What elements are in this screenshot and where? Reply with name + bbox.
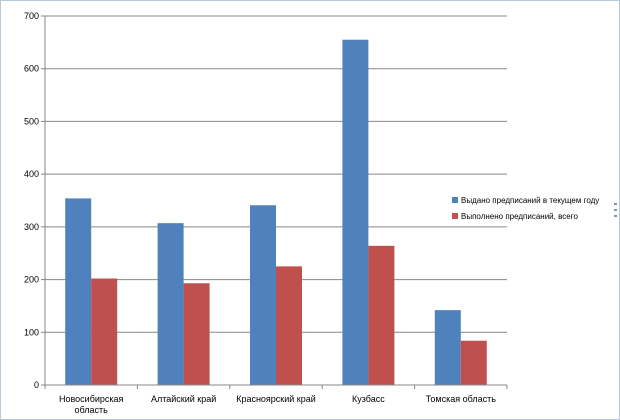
y-tick-label: 600 (24, 64, 39, 74)
bar-fulfilled (368, 245, 395, 385)
legend-label: Выполнено предписаний, всего (461, 212, 578, 221)
category-label: Красноярский край (236, 394, 316, 404)
y-tick-label: 700 (24, 11, 39, 21)
category-label: Томская область (426, 394, 497, 404)
bar-fulfilled (276, 266, 302, 385)
bar-fulfilled (460, 340, 487, 385)
y-tick-label: 0 (34, 380, 39, 390)
resize-handle[interactable] (614, 203, 618, 217)
axes (41, 15, 508, 389)
y-tick-label: 200 (24, 275, 39, 285)
y-axis-tick-labels: 0 100 200 300 400 500 600 700 (24, 11, 39, 390)
bar-issued (434, 310, 461, 385)
y-tick-label: 100 (24, 327, 39, 337)
y-tick-label: 500 (24, 116, 39, 126)
bar-issued (342, 39, 369, 385)
bar-fulfilled (91, 278, 118, 385)
legend-label: Выдано предписаний в текущем году (461, 196, 599, 205)
legend-swatch (452, 197, 458, 203)
category-label: Новосибирская (59, 394, 124, 404)
y-tick-label: 300 (24, 222, 39, 232)
bar-fulfilled (183, 283, 210, 385)
category-label: область (75, 405, 109, 415)
y-tick-label: 400 (24, 169, 39, 179)
bar-issued (65, 198, 92, 385)
bar-issued (157, 223, 184, 385)
bars (65, 39, 487, 385)
category-label: Кузбасс (352, 394, 385, 404)
legend-swatch (452, 213, 458, 219)
category-label: Алтайский край (151, 394, 216, 404)
legend: Выдано предписаний в текущем году Выполне… (452, 196, 599, 221)
bar-issued (250, 205, 276, 385)
